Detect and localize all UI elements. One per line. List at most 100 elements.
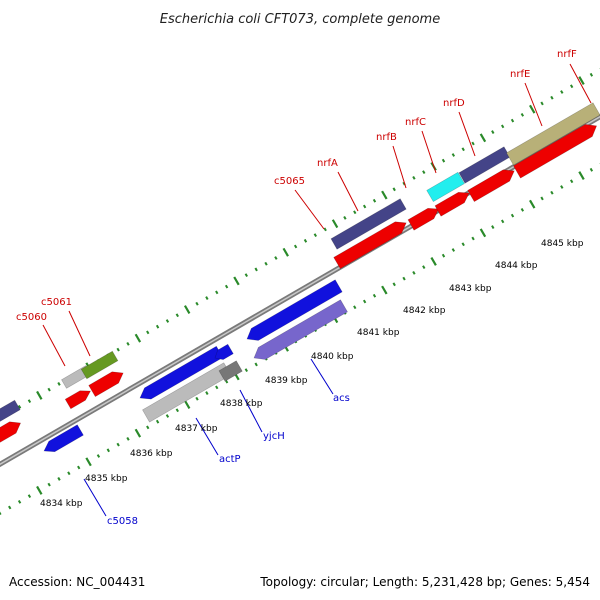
scale-label-4844: 4844 kbp: [495, 261, 538, 271]
upper-minor-tick: [303, 238, 308, 243]
lower-minor-tick: [27, 494, 32, 498]
gene-label-nrfC[interactable]: nrfC: [405, 117, 426, 128]
leader-nrfE: [524, 82, 543, 127]
upper-minor-tick: [323, 227, 327, 232]
upper-minor-tick: [165, 319, 170, 323]
upper-minor-tick: [392, 187, 396, 192]
gene-label-nrfD[interactable]: nrfD: [443, 98, 465, 109]
leader-c5065: [294, 189, 325, 230]
scale-labels: 4834 kbp 4835 kbp 4836 kbp 4837 kbp 4838…: [40, 239, 584, 509]
leader-c5060: [42, 324, 66, 367]
scale-label-4841: 4841 kbp: [357, 328, 400, 338]
leader-acs: [310, 358, 334, 395]
lower-minor-tick: [392, 282, 396, 287]
gene-label-nrfA[interactable]: nrfA: [317, 158, 338, 169]
upper-minor-tick: [175, 313, 179, 318]
lower-minor-tick: [77, 465, 81, 470]
upper-major-tick: [331, 219, 339, 229]
lower-minor-tick: [254, 362, 258, 367]
upper-minor-tick: [589, 72, 594, 77]
gene-feature-navy: [0, 399, 21, 422]
lower-minor-tick: [126, 436, 130, 441]
upper-minor-tick: [353, 210, 357, 215]
scale-label-4845: 4845 kbp: [541, 239, 584, 249]
upper-minor-tick: [195, 301, 199, 306]
upper-major-tick: [36, 390, 43, 400]
upper-minor-tick: [540, 101, 544, 106]
lower-minor-tick: [146, 425, 150, 430]
leader-nrfC: [421, 130, 437, 174]
gene-label-actP[interactable]: actP: [219, 454, 241, 465]
upper-minor-tick: [313, 233, 318, 237]
scale-label-4842: 4842 kbp: [403, 306, 446, 316]
upper-major-tick: [134, 333, 142, 343]
upper-minor-tick: [146, 330, 150, 335]
lower-minor-tick: [175, 408, 179, 413]
upper-minor-tick: [27, 399, 32, 403]
gene-label-c5065[interactable]: c5065: [274, 176, 305, 187]
lower-minor-tick: [422, 265, 426, 270]
gene-label-nrfE[interactable]: nrfE: [510, 69, 530, 80]
scale-label-4834: 4834 kbp: [40, 499, 83, 509]
lower-minor-tick: [510, 213, 515, 218]
upper-minor-tick: [412, 175, 416, 180]
upper-minor-tick: [560, 90, 564, 94]
gene-feature-c5058: [43, 424, 84, 453]
upper-minor-tick: [362, 204, 367, 209]
gene-feature-nrfA: [333, 221, 407, 270]
lower-major-tick: [578, 171, 585, 180]
upper-minor-tick: [264, 261, 268, 266]
lower-scale-ticks: [0, 162, 600, 516]
upper-minor-tick: [461, 147, 465, 152]
lower-minor-tick: [569, 179, 574, 184]
gene-label-c5060[interactable]: c5060: [16, 312, 47, 323]
gene-feature-nrfB: [407, 207, 440, 231]
lower-minor-tick: [461, 242, 465, 247]
gene-feature-blue: [214, 343, 234, 360]
lower-minor-tick: [205, 391, 209, 395]
scale-label-4839: 4839 kbp: [265, 376, 308, 386]
gene-label-nrfF[interactable]: nrfF: [557, 49, 577, 60]
upper-major-tick: [529, 104, 536, 114]
lower-major-tick: [85, 457, 92, 467]
upper-minor-tick: [126, 341, 130, 346]
gene-label-c5061[interactable]: c5061: [41, 297, 72, 308]
upper-minor-tick: [244, 273, 248, 278]
reverse-gene-labels: c5058 actP yjcH acs: [107, 393, 350, 527]
lower-minor-tick: [67, 471, 71, 476]
upper-minor-tick: [510, 118, 515, 123]
upper-minor-tick: [205, 296, 209, 300]
upper-major-tick: [578, 76, 585, 85]
lower-minor-tick: [57, 477, 61, 481]
gene-label-nrfB[interactable]: nrfB: [376, 132, 397, 143]
lower-major-tick: [381, 285, 388, 295]
lower-minor-tick: [540, 196, 544, 201]
lower-minor-tick: [353, 305, 357, 310]
lower-minor-tick: [96, 454, 101, 458]
lower-minor-tick: [362, 299, 367, 304]
upper-minor-tick: [57, 382, 61, 386]
upper-major-tick: [183, 305, 191, 314]
upper-minor-tick: [569, 84, 574, 89]
lower-minor-tick: [589, 167, 594, 172]
upper-minor-tick: [47, 387, 51, 392]
gene-label-yjcH[interactable]: yjcH: [263, 431, 285, 442]
lower-minor-tick: [215, 385, 219, 390]
upper-minor-tick: [491, 130, 495, 134]
gene-label-acs[interactable]: acs: [333, 393, 350, 404]
upper-minor-tick: [441, 158, 446, 163]
lower-minor-tick: [441, 253, 446, 258]
scale-label-4835: 4835 kbp: [85, 474, 128, 484]
lower-minor-tick: [17, 499, 22, 504]
upper-minor-tick: [451, 153, 456, 157]
leader-yjcH: [239, 389, 263, 433]
lower-minor-tick: [155, 419, 160, 424]
gene-feature-red: [64, 390, 91, 410]
lower-major-tick: [430, 256, 437, 266]
scale-label-4838: 4838 kbp: [220, 399, 263, 409]
gene-label-c5058[interactable]: c5058: [107, 516, 138, 527]
leader-nrfF: [569, 63, 592, 104]
gene-feature-nrfE: [506, 102, 600, 166]
lower-major-tick: [529, 199, 536, 209]
